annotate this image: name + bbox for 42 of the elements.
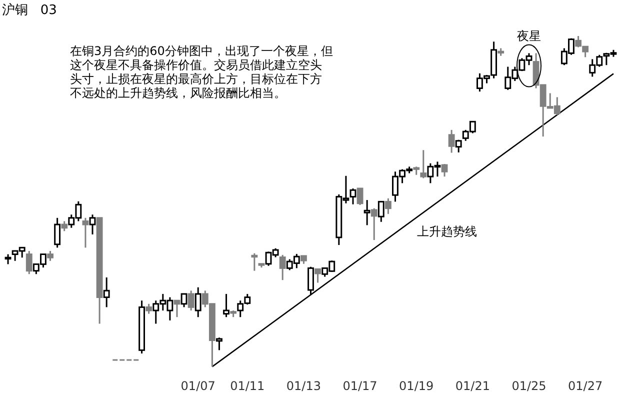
- candlestick: [54, 217, 61, 248]
- candlestick: [420, 149, 427, 179]
- annotation: 夜星: [516, 28, 541, 43]
- candlestick: [308, 266, 314, 296]
- candlestick: [378, 200, 384, 223]
- candlestick: [61, 220, 68, 232]
- x-tick-label: 01/07: [180, 379, 216, 393]
- title: 沪铜 03: [2, 3, 57, 18]
- candlestick: [4, 254, 12, 265]
- annotation: 在铜3月合约的60分钟图中，出现了一个夜星，但: [70, 44, 333, 58]
- x-tick-label: 01/21: [455, 379, 490, 393]
- x-tick-label: 01/13: [286, 379, 322, 393]
- x-tick-label: 01/19: [399, 379, 434, 393]
- x-tick-label: 01/17: [342, 379, 378, 393]
- candlestick: [350, 188, 356, 206]
- candlestick: [216, 336, 222, 351]
- annotation: 这个夜星不具备操作价值。交易员借此建立空头: [70, 58, 322, 72]
- candlestick: [194, 286, 202, 318]
- candlestick: [314, 268, 322, 284]
- x-tick-label: 01/11: [230, 379, 265, 393]
- candlestick: [448, 129, 455, 154]
- candlestick: [89, 214, 96, 236]
- candlestick: [455, 139, 462, 154]
- candlestick: [146, 303, 152, 315]
- candlestick: [441, 163, 448, 178]
- candlestick: [223, 293, 230, 318]
- candlestick: [279, 254, 286, 281]
- annotation: 不远处的上升趋势线，风险报酬比相当。: [70, 86, 286, 100]
- candlestick: [103, 276, 110, 308]
- candlestick: [384, 198, 392, 215]
- candlestick: [26, 250, 32, 275]
- candlestick: [82, 217, 89, 248]
- annotation: 头寸，止损在夜星的最高价上方，目标位在下方: [70, 72, 322, 86]
- x-tick-label: 01/27: [568, 379, 603, 393]
- candlestick: [251, 252, 258, 272]
- candlestick: [370, 208, 378, 241]
- candlestick: [364, 199, 370, 226]
- series-label: 上升趋势线: [416, 224, 477, 238]
- x-tick-label: 01/25: [512, 379, 546, 393]
- candlestick: [356, 188, 364, 206]
- candlestick: [180, 293, 188, 308]
- candlestick: [174, 300, 180, 318]
